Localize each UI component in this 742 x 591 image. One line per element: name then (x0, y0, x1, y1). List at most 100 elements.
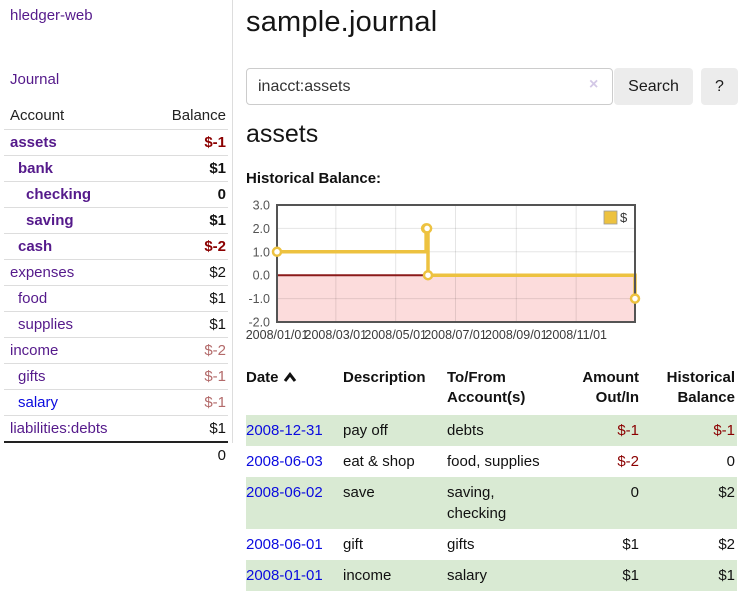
sidebar-account-link-checking[interactable]: checking (26, 186, 92, 203)
transaction-date-link[interactable]: 2008-06-02 (246, 483, 323, 501)
x-tick-label: 2008/05/01 (364, 328, 427, 342)
sidebar: hledger-web Journal Account Balance asse… (0, 0, 233, 468)
transaction-amount: $1 (622, 535, 639, 553)
transaction-amount: 0 (630, 483, 639, 501)
sidebar-account-link-gifts[interactable]: gifts (18, 368, 46, 385)
account-balance: $1 (144, 415, 228, 443)
account-row: gifts $-1 (4, 363, 228, 390)
transaction-date-link[interactable]: 2008-01-01 (246, 566, 323, 584)
sidebar-account-link-supplies[interactable]: supplies (18, 316, 74, 333)
account-balance: $-2 (144, 233, 228, 260)
account-row: liabilities:debts $1 (4, 415, 228, 443)
transaction-description: save (343, 483, 375, 501)
balance-column-header-main: Historical Balance (666, 369, 735, 407)
account-row: food $1 (4, 285, 228, 312)
legend-swatch (603, 210, 618, 225)
help-button[interactable]: ? (701, 68, 738, 105)
transaction-amount: $-1 (617, 421, 639, 439)
accounts-balance-table: Account Balance assets $-1 bank $1 checking 0… (4, 103, 228, 468)
account-row: supplies $1 (4, 311, 228, 338)
y-tick-label: -1.0 (248, 292, 270, 306)
clear-search-icon[interactable]: × (589, 76, 599, 93)
page-title: sample.journal (246, 6, 438, 38)
transaction-accounts: saving, checking (447, 483, 507, 522)
transaction-amount: $-2 (617, 452, 639, 470)
transaction-balance: $2 (718, 483, 735, 501)
search-button[interactable]: Search (614, 68, 693, 105)
x-tick-label: 2008/03/01 (305, 328, 368, 342)
account-row: expenses $2 (4, 259, 228, 286)
transaction-date-link[interactable]: 2008-06-01 (246, 535, 323, 553)
sort-ascending-icon (283, 369, 297, 389)
transaction-row: 2008-06-01 gift gifts $1 $2 (246, 529, 737, 560)
transaction-accounts: gifts (447, 535, 475, 553)
transaction-accounts: food, supplies (447, 452, 540, 470)
data-point-marker (271, 246, 283, 258)
app-brand-link[interactable]: hledger-web (10, 7, 93, 24)
transaction-row: 2008-06-02 save saving, checking 0 $2 (246, 476, 737, 529)
balance-column-header: Balance (144, 103, 228, 130)
accounts-total-balance: 0 (144, 441, 228, 468)
y-tick-label: 1.0 (253, 245, 270, 259)
sidebar-item-journal[interactable]: Journal (10, 71, 60, 88)
transaction-row: 2008-06-03 eat & shop food, supplies $-2 0 (246, 446, 737, 477)
transaction-balance: $-1 (713, 421, 735, 439)
transaction-date-link[interactable]: 2008-06-03 (246, 452, 323, 470)
account-balance: $1 (144, 207, 228, 234)
sidebar-account-link-salary[interactable]: salary (18, 394, 59, 411)
x-tick-label: 2008/01/01 (246, 328, 309, 342)
account-balance: 0 (144, 181, 228, 208)
account-balance: $-2 (144, 337, 228, 364)
transaction-date-link[interactable]: 2008-12-31 (246, 421, 323, 439)
data-point-marker (422, 269, 434, 281)
sidebar-account-link-expenses[interactable]: expenses (10, 264, 75, 281)
account-balance: $2 (144, 259, 228, 286)
accounts-column-header: To/From Account(s) (447, 369, 526, 407)
negative-region (277, 275, 635, 322)
x-tick-label: 2008/09/01 (485, 328, 548, 342)
transaction-balance: $2 (718, 535, 735, 553)
accounts-table-header: Account Balance (4, 103, 228, 130)
account-heading: assets (246, 120, 319, 148)
legend-label: $ (620, 210, 628, 225)
x-tick-label: 2008/07/01 (424, 328, 487, 342)
date-column-header[interactable]: Date (246, 364, 343, 415)
account-row: salary $-1 (4, 389, 228, 416)
sidebar-account-link-bank[interactable]: bank (18, 160, 54, 177)
sidebar-account-link-income[interactable]: income (10, 342, 59, 359)
register-table: Date Description To/From Account(s) Amou… (246, 364, 737, 591)
data-point-marker (629, 293, 641, 304)
sidebar-account-link-liabilities-debts[interactable]: liabilities:debts (10, 420, 108, 437)
transaction-description: pay off (343, 421, 388, 439)
amount-column-header: Amount Out/In (582, 369, 639, 407)
transaction-row: 2008-12-31 pay off debts $-1 $-1 (246, 414, 737, 446)
transaction-description: eat & shop (343, 452, 415, 470)
transaction-balance: 0 (726, 452, 735, 470)
account-balance: $1 (144, 311, 228, 338)
transaction-balance: $1 (718, 566, 735, 584)
historical-balance-chart: $3.0 2.0 1.0 0.0 -1.0 -2.0 2008/01/01 2008/03/0… (244, 199, 742, 358)
account-balance: $-1 (144, 363, 228, 390)
y-tick-label: 2.0 (253, 222, 270, 236)
register-header-row: Date Description To/From Account(s) Amou… (246, 364, 737, 415)
search-input[interactable] (246, 68, 613, 105)
account-column-header: Account (4, 103, 145, 130)
sidebar-account-link-cash[interactable]: cash (18, 238, 53, 255)
account-row: income $-2 (4, 337, 228, 364)
y-tick-label: -2.0 (248, 316, 270, 330)
transaction-amount: $1 (622, 566, 639, 584)
sidebar-account-link-food[interactable]: food (18, 290, 48, 307)
account-balance: $1 (144, 155, 228, 182)
sidebar-account-link-assets[interactable]: assets (10, 134, 57, 151)
transaction-description: gift (343, 535, 364, 553)
transaction-description: income (343, 566, 392, 584)
account-row: assets $-1 (4, 129, 228, 156)
sidebar-account-link-saving[interactable]: saving (26, 212, 74, 229)
account-balance: $-1 (144, 389, 228, 416)
transaction-row: 2008-01-01 income salary $1 $1 (246, 559, 737, 591)
account-balance: $-1 (144, 129, 228, 156)
description-column-header: Description (343, 369, 426, 386)
account-row: checking 0 (4, 181, 228, 208)
account-row: cash $-2 (4, 233, 228, 260)
transaction-accounts: salary (447, 566, 488, 584)
